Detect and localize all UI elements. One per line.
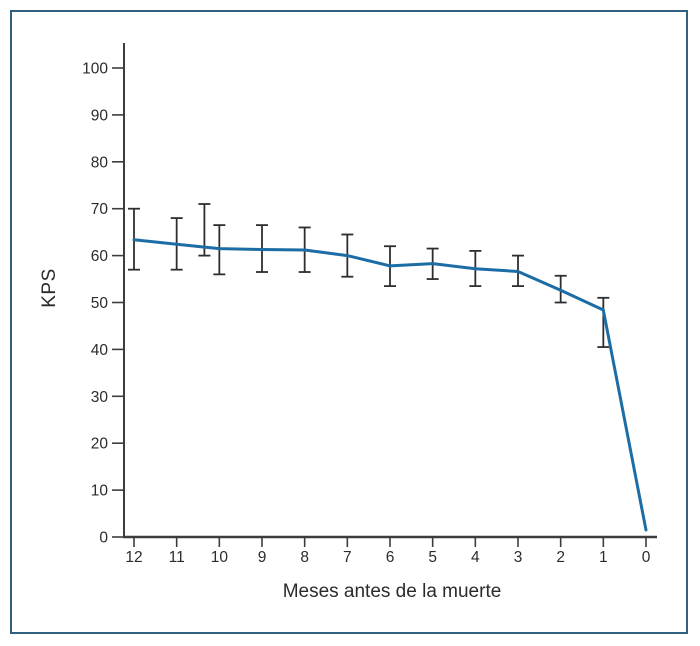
- x-tick-label: 12: [125, 549, 142, 566]
- x-tick-label: 11: [169, 549, 185, 566]
- y-axis-title: KPS: [39, 268, 60, 308]
- x-tick-label: 6: [386, 549, 395, 566]
- x-tick-label: 2: [556, 549, 565, 566]
- y-tick-label: 80: [91, 154, 109, 171]
- x-axis-title: Meses antes de la muerte: [282, 581, 502, 602]
- y-tick-label: 30: [91, 389, 109, 406]
- x-tick-label: 7: [343, 549, 352, 566]
- x-tick-label: 5: [428, 549, 437, 566]
- kps-line: [132, 238, 648, 532]
- y-tick-label: 70: [91, 201, 109, 218]
- x-tick-label: 10: [211, 549, 229, 566]
- y-tick-label: 0: [99, 530, 108, 547]
- x-tick-label: 3: [514, 549, 523, 566]
- y-tick-label: 10: [91, 483, 109, 500]
- y-tick-label: 20: [91, 436, 109, 453]
- figure-frame: [10, 10, 688, 634]
- x-tick-label: 4: [471, 549, 480, 566]
- y-tick-label: 100: [82, 61, 108, 78]
- x-tick-label: 1: [599, 549, 608, 566]
- x-tick-label: 9: [258, 549, 267, 566]
- y-tick-label: 50: [91, 295, 109, 312]
- y-tick-label: 60: [91, 248, 109, 265]
- y-tick-label: 40: [91, 342, 109, 359]
- y-tick-label: 90: [91, 107, 109, 124]
- x-tick-label: 8: [300, 549, 309, 566]
- x-tick-label: 0: [642, 549, 651, 566]
